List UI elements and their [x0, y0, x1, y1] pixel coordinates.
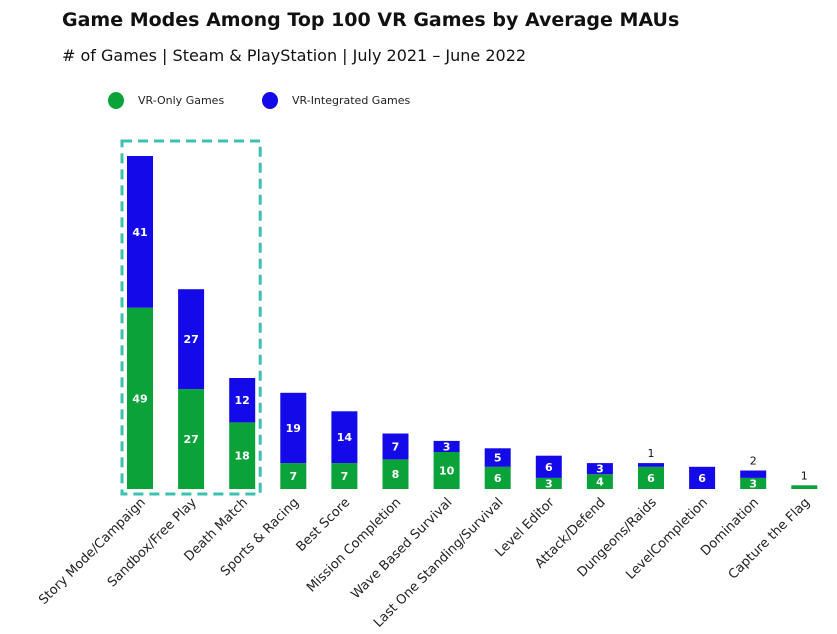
bar-vr-integrated [484, 448, 511, 467]
bar-vr-integrated [638, 463, 664, 467]
data-label: 1 [801, 469, 808, 482]
data-label: 7 [392, 440, 400, 453]
data-label: 6 [647, 472, 655, 485]
bar-vr-integrated [229, 378, 256, 423]
bar-vr-integrated [586, 463, 613, 475]
data-label: 7 [341, 470, 349, 483]
chart-title: Game Modes Among Top 100 VR Games by Ave… [62, 9, 680, 31]
legend-label: VR-Integrated Games [292, 94, 411, 107]
data-label: 2 [750, 455, 757, 468]
data-label: 5 [494, 452, 502, 465]
data-label: 3 [749, 477, 757, 490]
data-label: 3 [596, 463, 604, 476]
data-label: 6 [545, 461, 553, 474]
data-label: 27 [183, 433, 198, 446]
data-label: 6 [494, 472, 502, 485]
data-label: 3 [443, 440, 451, 453]
bar-vr-only [331, 463, 358, 489]
bar-vr-only [178, 389, 205, 489]
data-label: 18 [235, 450, 250, 463]
legend-item-vr-integrated: VR-Integrated Games [262, 92, 410, 109]
data-label: 4 [596, 476, 604, 489]
data-label: 1 [648, 447, 655, 460]
bar-vr-only [791, 485, 818, 489]
category-label: Sandbox/Free Play [105, 495, 200, 590]
data-label: 14 [337, 431, 353, 444]
data-label: 19 [286, 422, 301, 435]
legend-swatch-blue [262, 92, 278, 109]
bar-vr-only [433, 452, 460, 489]
bar-vr-integrated [689, 466, 716, 489]
bar-vr-integrated [740, 470, 767, 478]
legend-label: VR-Only Games [138, 94, 225, 107]
data-label: 3 [545, 477, 553, 490]
bar-vr-integrated [433, 440, 460, 452]
bar-vr-integrated [535, 455, 562, 478]
bar-vr-only [484, 466, 511, 489]
bar-vr-only [382, 459, 409, 489]
bar-vr-only [127, 307, 153, 489]
data-label: 7 [289, 470, 297, 483]
bar-vr-integrated [178, 289, 205, 390]
data-label: 49 [132, 392, 147, 405]
category-label: Wave Based Survival [348, 495, 455, 602]
bar-vr-integrated [280, 392, 307, 464]
bar-vr-integrated [331, 411, 358, 464]
highlight-box [120, 139, 262, 496]
data-label: 6 [698, 472, 706, 485]
bar-vr-only [229, 422, 256, 489]
data-label: 12 [235, 394, 250, 407]
legend-item-vr-only: VR-Only Games [108, 92, 224, 109]
legend-swatch-green [108, 92, 124, 109]
bar-vr-only [638, 466, 664, 489]
bar-vr-only [280, 463, 307, 489]
chart-subtitle: # of Games | Steam & PlayStation | July … [62, 46, 527, 65]
bar-vr-only [586, 474, 613, 489]
data-label: 41 [132, 226, 147, 239]
bar-vr-integrated [382, 433, 409, 460]
data-label: 10 [439, 465, 455, 478]
data-label: 27 [183, 333, 198, 346]
bar-vr-only [535, 477, 562, 489]
bar-vr-integrated [127, 156, 153, 308]
bar-vr-only [740, 477, 767, 489]
category-label: Mission Completion [304, 495, 404, 595]
data-label: 8 [392, 468, 400, 481]
